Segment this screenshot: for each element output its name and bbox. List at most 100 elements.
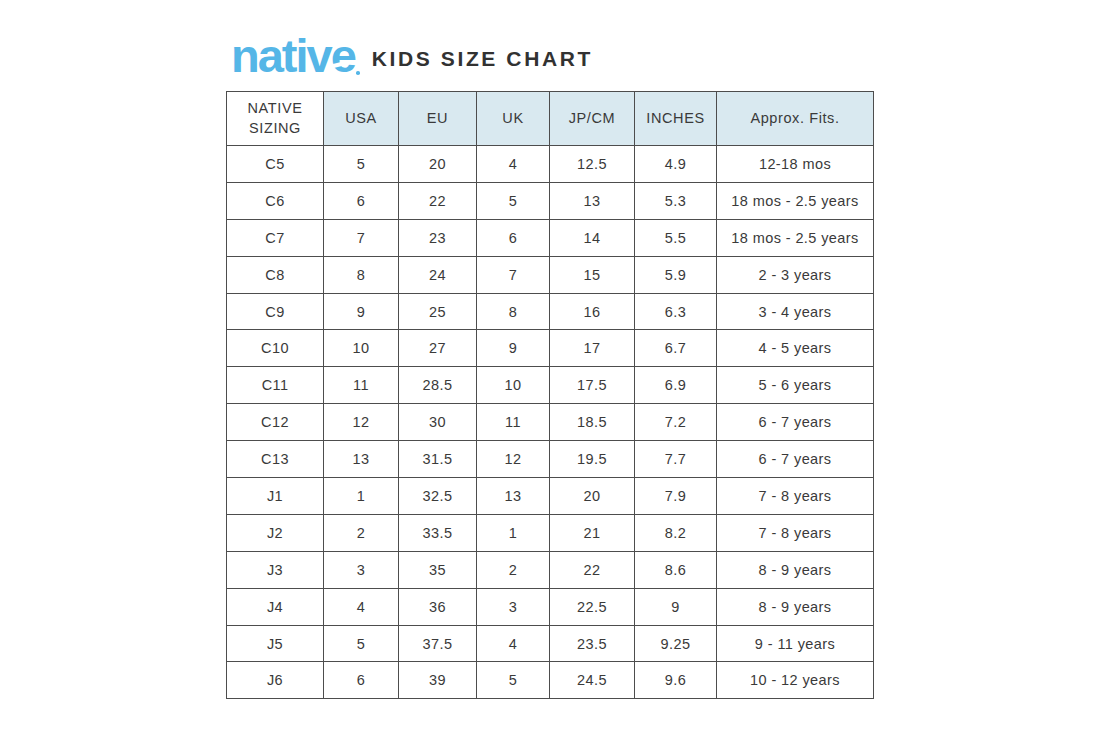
cell: 8.6 <box>635 551 717 588</box>
logo-trademark-dot <box>356 71 360 75</box>
cell: 6.3 <box>635 293 717 330</box>
cell: 4.9 <box>635 146 717 183</box>
cell: J6 <box>227 662 324 699</box>
cell: 4 <box>477 625 550 662</box>
cell: 2 <box>477 551 550 588</box>
cell: 7 <box>477 256 550 293</box>
cell: 33.5 <box>399 514 477 551</box>
cell: 18 mos - 2.5 years <box>717 219 874 256</box>
cell: 20 <box>550 478 635 515</box>
cell: 12 <box>477 441 550 478</box>
cell: 37.5 <box>399 625 477 662</box>
cell: J2 <box>227 514 324 551</box>
cell: 5.9 <box>635 256 717 293</box>
cell: 7 <box>324 219 399 256</box>
table-row-j3: J33352228.68 - 9 years <box>227 551 874 588</box>
cell: 5 <box>477 182 550 219</box>
column-header-native-sizing: NATIVE SIZING <box>227 92 324 146</box>
cell: J1 <box>227 478 324 515</box>
table-row-j1: J1132.513207.97 - 8 years <box>227 478 874 515</box>
table-row-c13: C131331.51219.57.76 - 7 years <box>227 441 874 478</box>
table-row-j5: J5537.5423.59.259 - 11 years <box>227 625 874 662</box>
cell: 8 - 9 years <box>717 551 874 588</box>
cell: 21 <box>550 514 635 551</box>
cell: 24.5 <box>550 662 635 699</box>
table-body: C5520412.54.912-18 mosC66225135.318 mos … <box>227 146 874 699</box>
cell: 1 <box>477 514 550 551</box>
cell: 13 <box>324 441 399 478</box>
cell: 7.9 <box>635 478 717 515</box>
cell: 6 <box>324 182 399 219</box>
cell: 6.9 <box>635 367 717 404</box>
cell: 5 <box>477 662 550 699</box>
cell: 35 <box>399 551 477 588</box>
page-title: KIDS SIZE CHART <box>372 41 593 71</box>
cell: 32.5 <box>399 478 477 515</box>
table-row-j2: J2233.51218.27 - 8 years <box>227 514 874 551</box>
cell: 3 <box>477 588 550 625</box>
cell: 2 <box>324 514 399 551</box>
table-row-c5: C5520412.54.912-18 mos <box>227 146 874 183</box>
cell: 7 - 8 years <box>717 514 874 551</box>
cell: 9 <box>635 588 717 625</box>
cell: J4 <box>227 588 324 625</box>
cell: 6 - 7 years <box>717 404 874 441</box>
cell: 22.5 <box>550 588 635 625</box>
cell: J3 <box>227 551 324 588</box>
column-header-eu: EU <box>399 92 477 146</box>
cell: 9.25 <box>635 625 717 662</box>
page-header: native KIDS SIZE CHART <box>231 30 593 82</box>
table-row-c12: C1212301118.57.26 - 7 years <box>227 404 874 441</box>
table-row-c7: C77236145.518 mos - 2.5 years <box>227 219 874 256</box>
cell: C7 <box>227 219 324 256</box>
cell: 6 <box>324 662 399 699</box>
cell: 7 - 8 years <box>717 478 874 515</box>
table-row-j4: J4436322.598 - 9 years <box>227 588 874 625</box>
cell: 16 <box>550 293 635 330</box>
cell: 22 <box>550 551 635 588</box>
table-row-c8: C88247155.92 - 3 years <box>227 256 874 293</box>
cell: 6.7 <box>635 330 717 367</box>
cell: 6 <box>477 219 550 256</box>
cell: C5 <box>227 146 324 183</box>
cell: 23 <box>399 219 477 256</box>
cell: 25 <box>399 293 477 330</box>
cell: 5.5 <box>635 219 717 256</box>
table-row-c6: C66225135.318 mos - 2.5 years <box>227 182 874 219</box>
cell: 11 <box>477 404 550 441</box>
cell: 2 - 3 years <box>717 256 874 293</box>
cell: 5 <box>324 625 399 662</box>
cell: 5 - 6 years <box>717 367 874 404</box>
cell: 10 <box>324 330 399 367</box>
cell: 1 <box>324 478 399 515</box>
cell: 4 <box>477 146 550 183</box>
cell: 5.3 <box>635 182 717 219</box>
cell: 15 <box>550 256 635 293</box>
cell: 7.2 <box>635 404 717 441</box>
cell: 36 <box>399 588 477 625</box>
cell: 13 <box>477 478 550 515</box>
cell: 9 <box>324 293 399 330</box>
cell: 9 - 11 years <box>717 625 874 662</box>
cell: 30 <box>399 404 477 441</box>
table-row-c9: C99258166.33 - 4 years <box>227 293 874 330</box>
cell: 27 <box>399 330 477 367</box>
cell: C12 <box>227 404 324 441</box>
cell: 4 - 5 years <box>717 330 874 367</box>
column-header-approx-fits: Approx. Fits. <box>717 92 874 146</box>
column-header-jp-cm: JP/CM <box>550 92 635 146</box>
cell: 28.5 <box>399 367 477 404</box>
cell: 11 <box>324 367 399 404</box>
cell: 17.5 <box>550 367 635 404</box>
cell: C6 <box>227 182 324 219</box>
cell: C11 <box>227 367 324 404</box>
brand-logo-text: native <box>231 29 355 82</box>
cell: 12.5 <box>550 146 635 183</box>
cell: 6 - 7 years <box>717 441 874 478</box>
cell: C9 <box>227 293 324 330</box>
cell: 12-18 mos <box>717 146 874 183</box>
brand-logo: native <box>231 30 355 82</box>
size-chart-table: NATIVE SIZINGUSAEUUKJP/CMINCHESApprox. F… <box>226 91 874 699</box>
cell: 18 mos - 2.5 years <box>717 182 874 219</box>
table-header-row: NATIVE SIZINGUSAEUUKJP/CMINCHESApprox. F… <box>227 92 874 146</box>
